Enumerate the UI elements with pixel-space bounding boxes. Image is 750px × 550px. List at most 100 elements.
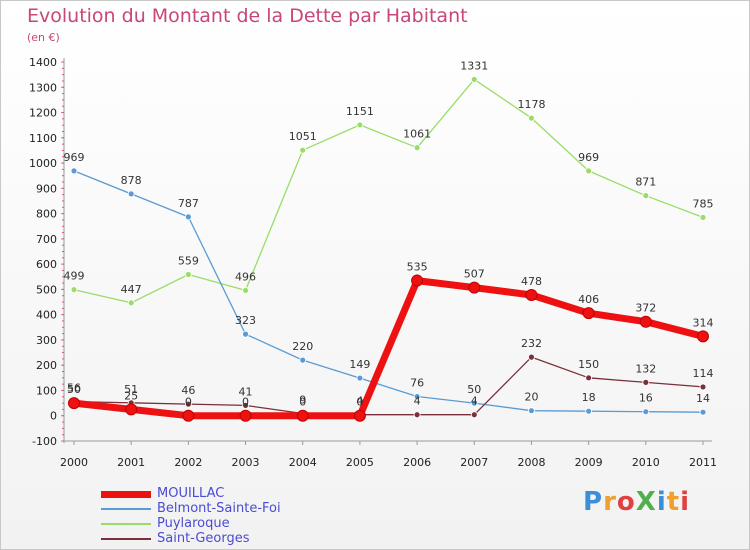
legend-label: Puylaroque (157, 516, 230, 531)
legend-swatch (101, 538, 151, 540)
data-label: 1151 (346, 105, 374, 118)
y-tick-label: 400 (36, 309, 57, 322)
data-label: 132 (635, 362, 656, 375)
logo-letter: X (635, 487, 657, 517)
y-tick-label: -100 (32, 435, 57, 448)
data-label: 785 (693, 197, 714, 210)
x-tick-label: 2003 (232, 456, 260, 469)
data-point (525, 288, 538, 301)
data-point (642, 378, 650, 386)
data-label: 114 (693, 367, 714, 380)
chart-title: Evolution du Montant de la Dette par Hab… (27, 5, 468, 27)
logo-letter: t (666, 487, 681, 517)
y-tick-label: 1100 (29, 132, 57, 145)
data-labels: 499 447 559 496 1051 1151 1061 1331 1178 969 871 78… (64, 59, 714, 408)
data-label: 0 (185, 396, 192, 409)
legend-swatch (101, 490, 151, 498)
proxiti-logo: ProXiti (583, 487, 690, 517)
data-label: 323 (235, 314, 256, 327)
legend-item: Puylaroque (101, 517, 361, 532)
x-tick-label: 2001 (117, 456, 145, 469)
y-tick-label: 600 (36, 258, 57, 271)
data-label: 50 (467, 383, 481, 396)
data-label: 1331 (460, 59, 488, 72)
legend-item: Belmont-Sainte-Foi (101, 502, 361, 517)
data-point (528, 353, 535, 361)
data-point (127, 190, 135, 198)
data-point (184, 271, 192, 278)
data-label: 50 (67, 383, 81, 396)
y-tick-label: 800 (36, 208, 57, 221)
data-point (296, 409, 309, 422)
data-label: 4 (356, 395, 363, 408)
data-point (68, 397, 80, 410)
data-label: 507 (464, 268, 485, 281)
data-point (299, 356, 307, 364)
data-point (356, 374, 364, 382)
legend-item: MOUILLAC (101, 487, 361, 502)
data-label: 18 (582, 391, 596, 404)
data-label: 969 (64, 151, 85, 164)
data-label: 1051 (289, 130, 317, 143)
data-label: 149 (349, 358, 370, 371)
data-point (413, 393, 421, 400)
series-line-puylaroque (73, 78, 704, 304)
data-point (528, 114, 535, 122)
legend-item: Saint-Georges (101, 532, 361, 547)
data-label: 406 (578, 293, 599, 306)
data-point (242, 330, 249, 338)
data-point (125, 403, 138, 416)
data-point (356, 121, 364, 129)
y-tick-label: 100 (36, 384, 57, 397)
data-point (470, 76, 478, 83)
logo-letter: o (616, 487, 636, 517)
data-label: 4 (414, 395, 421, 408)
data-label: 51 (124, 383, 138, 396)
data-label: 535 (407, 261, 428, 274)
data-label: 871 (635, 176, 656, 189)
data-label: 56 (67, 382, 81, 395)
data-label: 372 (635, 302, 656, 315)
data-label: 16 (639, 392, 653, 405)
logo-letter: i (656, 487, 667, 517)
data-label: 25 (124, 389, 138, 402)
x-tick-label: 2010 (632, 456, 660, 469)
data-point (299, 146, 307, 154)
data-point (468, 281, 481, 294)
data-point (242, 401, 249, 409)
x-tick-label: 2011 (689, 456, 717, 469)
data-label: 0 (242, 396, 249, 409)
y-tick-label: 1000 (29, 157, 57, 170)
data-point (413, 411, 421, 419)
data-label: 20 (524, 391, 538, 404)
data-label: 878 (121, 174, 142, 187)
data-point (184, 213, 192, 221)
y-tick-label: 200 (36, 359, 57, 372)
data-point (70, 286, 78, 294)
legend: MOUILLAC Belmont-Sainte-Foi Puylaroque Sain… (101, 487, 361, 547)
data-point (411, 274, 424, 287)
legend-label: MOUILLAC (157, 486, 225, 501)
data-point (585, 167, 593, 175)
data-point (528, 407, 535, 415)
data-label: 969 (578, 151, 599, 164)
x-tick-label: 2006 (403, 456, 431, 469)
y-tick-label: 500 (36, 283, 57, 296)
data-label: 447 (121, 283, 142, 296)
data-point (470, 399, 478, 407)
data-point (699, 213, 707, 221)
series-lines (70, 78, 707, 420)
data-point (585, 374, 593, 382)
x-tick-label: 2009 (575, 456, 603, 469)
y-tick-label: 300 (36, 334, 57, 347)
series-line-mouillac (70, 277, 707, 420)
y-tick-label: 0 (50, 410, 57, 423)
data-point (470, 411, 478, 419)
data-point (642, 192, 650, 200)
logo-letter: i (680, 487, 691, 517)
data-point (582, 307, 595, 320)
x-tick-label: 2008 (517, 456, 545, 469)
data-label: 0 (356, 396, 363, 409)
